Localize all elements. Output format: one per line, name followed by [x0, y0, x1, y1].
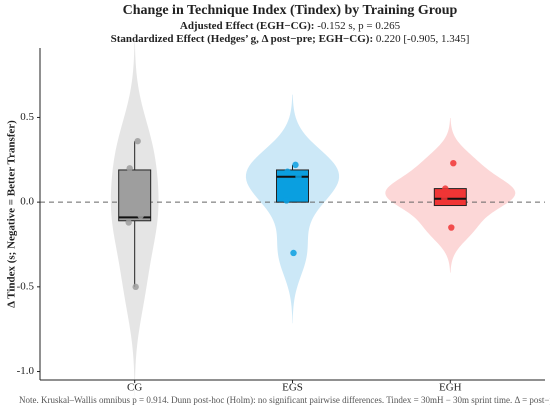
chart-title: Change in Technique Index (Tindex) by Tr… — [123, 3, 458, 18]
subtitle-text: 0.220 [-0.905, 1.345] — [376, 33, 470, 45]
point — [137, 212, 144, 219]
y-tick-label: -1.0 — [17, 365, 35, 377]
point — [450, 159, 457, 167]
point — [126, 165, 133, 172]
y-tick-label: 0.0 — [20, 196, 34, 208]
point — [448, 224, 455, 231]
subtitle-lead: Adjusted Effect (EGH−CG): — [180, 20, 315, 32]
y-axis-label: Δ Tindex (s; Negative = Better Transfer) — [6, 120, 18, 308]
point — [441, 195, 448, 202]
point — [283, 197, 290, 204]
box — [276, 169, 309, 203]
subtitle: Adjusted Effect (EGH−CG): -0.152 s, p = … — [180, 20, 401, 32]
point — [132, 283, 139, 291]
x-tick-label: EGH — [439, 382, 462, 394]
box — [433, 188, 467, 207]
subtitle: Standardized Effect (Hedges’ g, Δ post−p… — [111, 33, 470, 45]
box — [118, 169, 152, 222]
y-tick-label: -0.5 — [17, 280, 35, 292]
point — [134, 137, 141, 145]
point — [125, 219, 132, 226]
point — [442, 185, 449, 192]
note: Note. Kruskal–Wallis omnibus p = 0.914. … — [19, 395, 550, 405]
point — [453, 190, 460, 197]
point — [290, 249, 297, 257]
point — [284, 168, 291, 175]
subtitle-text: -0.152 s, p = 0.265 — [317, 20, 400, 32]
point — [295, 173, 302, 180]
x-tick-label: CG — [127, 382, 142, 394]
point — [292, 161, 299, 169]
x-tick-label: EGS — [282, 382, 303, 394]
subtitle-lead: Standardized Effect (Hedges’ g, Δ post−p… — [111, 33, 374, 45]
y-tick-label: 0.5 — [20, 111, 34, 123]
violin — [245, 94, 340, 324]
